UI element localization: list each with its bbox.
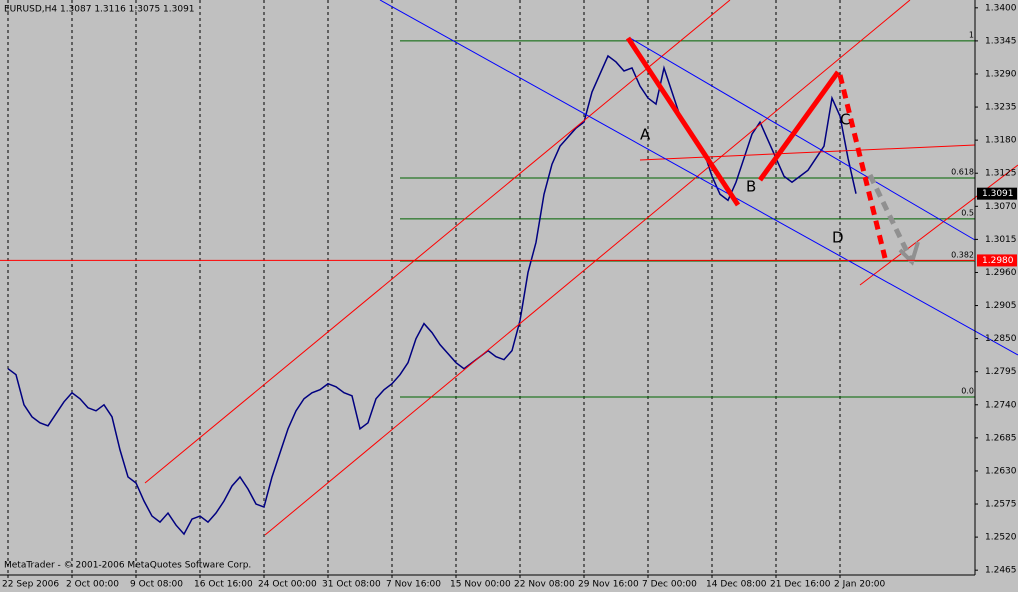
y-tick-label: 1.3070 [985,202,1017,212]
y-tick-label: 1.2905 [985,301,1017,311]
y-tick-label: 1.2795 [985,367,1017,377]
point-label: D [832,229,844,247]
y-tick-label: 1.3290 [985,69,1017,79]
pattern-leg [625,36,741,207]
y-tick-label: 1.2575 [985,500,1017,510]
channel-line [379,0,1018,356]
y-tick-label: 1.2850 [985,334,1017,344]
y-tick-label: 1.2740 [985,400,1017,410]
y-tick-label: 1.3400 [985,3,1017,13]
point-label: B [746,178,756,196]
y-tick-label: 1.2630 [985,466,1017,476]
y-tick-label: 1.3235 [985,103,1017,113]
drawings [144,0,1018,536]
x-tick-label: 2 Oct 00:00 [66,580,119,590]
x-tick-label: 16 Oct 16:00 [194,580,253,590]
y-tick-label: 1.2685 [985,433,1017,443]
y-tick-label: 1.3125 [985,169,1017,179]
pattern-projection [867,173,915,264]
pattern-leg [757,70,841,182]
fibo-label: 1 [969,30,974,39]
x-tick-label: 24 Oct 00:00 [258,580,317,590]
arrow-head [898,241,920,266]
x-tick-label: 22 Nov 08:00 [514,580,575,590]
x-tick-label: 2 Jan 20:00 [834,580,886,590]
x-tick-label: 29 Nov 16:00 [578,580,639,590]
x-tick-label: 7 Nov 16:00 [386,580,441,590]
y-tick-label: 1.3345 [985,36,1017,46]
point-label: C [840,111,850,129]
price-level-label: 1.2980 [982,256,1014,266]
trend-line [639,144,976,161]
y-tick-label: 1.3015 [985,235,1017,245]
fibo-label: 0.5 [961,208,974,217]
channel-line [264,0,911,536]
x-tick-label: 15 Nov 00:00 [450,580,511,590]
fibo-label: 0.0 [961,386,974,395]
y-tick-label: 1.2465 [985,566,1017,576]
last-price-box [977,187,1017,200]
pattern-projection [837,74,888,259]
plot [7,0,975,575]
channel-line [629,37,976,241]
x-tick-label: 14 Dec 08:00 [706,580,767,590]
x-tick-label: 31 Oct 08:00 [322,580,381,590]
y-tick-label: 1.3180 [985,136,1017,146]
x-tick-label: 9 Oct 08:00 [130,580,183,590]
fibo-label: 0.618 [951,168,974,177]
copyright: MetaTrader - © 2001-2006 MetaQuotes Soft… [4,561,251,571]
y-tick-label: 1.2520 [985,533,1017,543]
chart-title: EURUSD,H4 1.3087 1.3116 1.3075 1.3091 [4,5,195,15]
x-tick-label: 7 Dec 00:00 [642,580,697,590]
x-tick-label: 22 Sep 2006 [2,580,59,590]
price-level-box [977,254,1017,267]
x-tick-label: 21 Dec 16:00 [770,580,831,590]
last-price-label: 1.3091 [982,189,1014,199]
channel-line [859,164,1018,286]
point-label: A [640,126,651,144]
fibo-label: 0.382 [951,251,974,260]
channel-line [144,0,731,484]
price-line [7,54,857,536]
y-tick-label: 1.2960 [985,268,1017,278]
